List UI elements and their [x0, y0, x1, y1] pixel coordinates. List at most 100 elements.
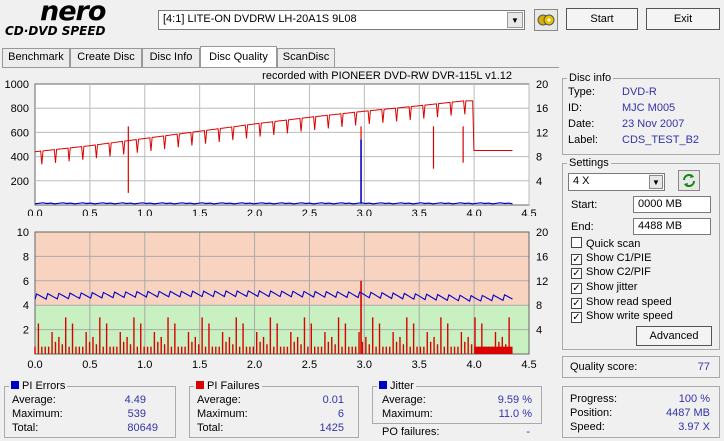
progress-box: [562, 386, 720, 438]
x-tick: 0.0: [27, 208, 42, 216]
y-left-tick: 10: [17, 227, 29, 239]
x-tick: 1.0: [137, 208, 152, 216]
disc-date-value: 23 Nov 2007: [622, 118, 685, 130]
nero-logo: nero: [40, 0, 106, 27]
disc-type-value: DVD-R: [622, 86, 657, 98]
refresh-button[interactable]: [678, 170, 700, 191]
disc-label-label: Label:: [568, 134, 598, 146]
chevron-down-icon[interactable]: ▼: [649, 175, 663, 189]
pi-failures-maximum-label: Maximum:: [197, 408, 248, 420]
y-left-tick: 1000: [5, 79, 29, 91]
show-c1-pie-checkbox[interactable]: ✓ Show C1/PIE: [571, 252, 651, 265]
drive-select[interactable]: [4:1] LITE-ON DVDRW LH-20A1S 9L08 ▼: [158, 10, 525, 30]
show-c2-pif-checkbox[interactable]: ✓ Show C2/PIF: [571, 266, 651, 279]
checkmark-icon: ✓: [571, 312, 582, 323]
quality-score-value: 77: [697, 361, 710, 373]
speed-label: Speed:: [570, 421, 605, 433]
disc-id-value: MJC M005: [622, 102, 676, 114]
advanced-button[interactable]: Advanced: [636, 326, 712, 346]
quick-scan-checkbox[interactable]: Quick scan: [571, 237, 640, 250]
x-tick: 2.5: [302, 359, 317, 371]
pi-failure-end-block: [474, 346, 513, 354]
jitter-series: [34, 290, 513, 302]
x-tick: 0.0: [27, 359, 42, 371]
pi-errors-average-value: 4.49: [124, 394, 146, 406]
y-left-tick: 600: [11, 127, 29, 139]
disc-type-label: Type:: [568, 86, 595, 98]
x-tick: 0.5: [82, 359, 97, 371]
x-tick: 2.5: [302, 208, 317, 216]
speed-select[interactable]: 4 X ▼: [568, 173, 665, 191]
speed-value: 3.97 X: [678, 421, 710, 433]
y-right-tick: 4: [536, 325, 542, 337]
progress-label: Progress:: [570, 393, 618, 405]
x-tick: 4.5: [521, 359, 536, 371]
y-right-tick: 16: [536, 103, 548, 115]
start-button[interactable]: Start: [566, 8, 638, 30]
show-write-speed-label: Show write speed: [586, 310, 673, 322]
exit-button[interactable]: Exit: [646, 8, 720, 30]
start-position-label: Start:: [571, 199, 598, 211]
y-right-tick: 20: [536, 79, 548, 91]
x-tick: 1.5: [192, 208, 207, 216]
end-position-input[interactable]: 4488 MB: [633, 218, 711, 235]
tab-panel-border: [2, 67, 559, 68]
drive-info-icon: [537, 14, 555, 26]
show-read-speed-checkbox[interactable]: ✓ Show read speed: [571, 296, 672, 309]
disc-info-group: Disc info: [562, 72, 720, 155]
pi-errors-baseline-series: [34, 202, 513, 205]
x-tick: 2.0: [247, 359, 262, 371]
plot-area: [34, 83, 530, 206]
disc-id-label: ID:: [568, 102, 583, 114]
po-failures-value: -: [526, 426, 530, 438]
product-logo: CD·DVD SPEED: [5, 24, 106, 38]
settings-title: Settings: [569, 157, 609, 169]
x-tick: 0.5: [82, 208, 97, 216]
pi-errors-title: PI Errors: [9, 380, 67, 392]
disc-info-title: Disc info: [569, 72, 612, 84]
x-tick: 4.5: [521, 208, 536, 216]
x-tick: 2.0: [247, 208, 262, 216]
y-right-tick: 12: [536, 127, 548, 139]
x-tick: 3.5: [412, 359, 427, 371]
checkmark-icon: ✓: [571, 254, 582, 265]
tab-disc-info[interactable]: Disc Info: [142, 48, 200, 67]
pi-failures-total-value: 1425: [319, 422, 344, 434]
y-left-tick: 400: [11, 152, 29, 164]
pi-failures-title-text: PI Failures: [207, 380, 260, 392]
x-tick: 3.0: [357, 208, 372, 216]
pi-failures-average-value: 0.01: [322, 394, 344, 406]
y-left-tick: 2: [23, 325, 29, 337]
pi-errors-group: PI Errors: [4, 380, 176, 438]
pi-errors-maximum-value: 539: [127, 408, 146, 420]
show-jitter-checkbox[interactable]: ✓ Show jitter: [571, 281, 637, 294]
tab-benchmark[interactable]: Benchmark: [2, 48, 70, 67]
tab-create-disc[interactable]: Create Disc: [70, 48, 142, 67]
read-speed-series: [34, 100, 513, 165]
position-value: 4487 MB: [665, 407, 710, 419]
chevron-down-icon[interactable]: ▼: [507, 12, 523, 28]
y-left-tick: 6: [23, 276, 29, 288]
pi-failures-average-label: Average:: [197, 394, 241, 406]
drive-info-button[interactable]: [534, 9, 558, 31]
jitter-title: Jitter: [377, 380, 416, 392]
pi-pif-chart: 10 8 6 4 2 20 16 12 8 4 0.0 0.5 1.0 1.5 2.0 2.5 3.0 3.5 4.…: [17, 227, 549, 371]
y-right-tick: 8: [536, 152, 542, 164]
pi-errors-total-value: 80649: [127, 422, 158, 434]
pi-failures-title: PI Failures: [194, 380, 262, 392]
progress-value: 100 %: [678, 393, 710, 405]
pi-errors-title-text: PI Errors: [22, 380, 66, 392]
checkmark-icon: ✓: [571, 283, 582, 294]
refresh-icon: [683, 174, 695, 187]
jitter-average-label: Average:: [382, 394, 426, 406]
y-left-tick: 4: [23, 300, 29, 312]
tab-scandisc[interactable]: ScanDisc: [277, 48, 335, 67]
y-left-tick: 200: [11, 176, 29, 188]
checkmark-icon: ✓: [571, 268, 582, 279]
start-position-input[interactable]: 0000 MB: [633, 196, 711, 213]
pi-errors-swatch: [11, 381, 19, 389]
show-write-speed-checkbox[interactable]: ✓ Show write speed: [571, 310, 673, 323]
jitter-swatch: [379, 381, 387, 389]
tab-disc-quality[interactable]: Disc Quality: [200, 46, 277, 68]
pi-failures-group: PI Failures: [189, 380, 359, 438]
